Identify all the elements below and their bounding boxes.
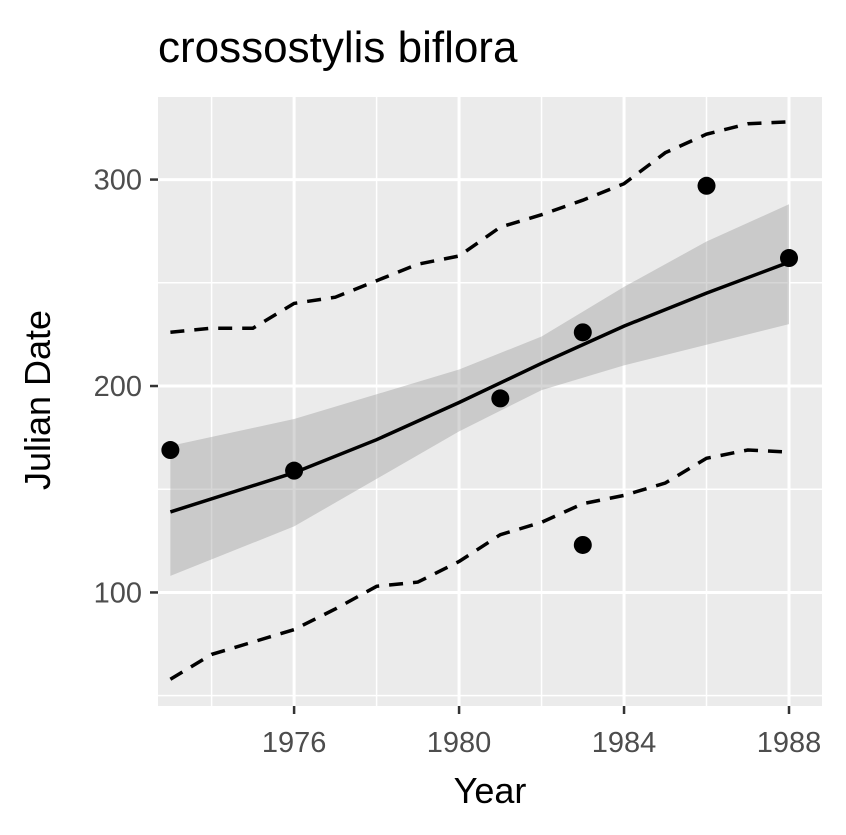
confidence-band: [170, 204, 789, 576]
data-point: [161, 441, 180, 460]
x-tick-label: 1988: [757, 727, 822, 759]
grid-minor: [158, 97, 822, 706]
chart-title: crossostylis biflora: [158, 23, 518, 72]
x-tick-label: 1984: [592, 727, 657, 759]
y-tick-label: 200: [94, 371, 142, 403]
grid-major: [158, 97, 822, 706]
y-tick-label: 100: [94, 577, 142, 609]
x-tick-label: 1980: [427, 727, 492, 759]
data-point: [780, 249, 799, 268]
fit-line: [169, 260, 790, 514]
y-axis-title: Julian Date: [17, 310, 58, 490]
data-point: [285, 461, 304, 480]
x-tick-label: 1976: [262, 727, 327, 759]
plot-panel: [158, 97, 822, 706]
data-point: [573, 323, 592, 342]
lower-quantile-line: [169, 448, 790, 681]
data-point: [491, 389, 510, 408]
y-tick-label: 300: [94, 165, 142, 197]
data-point: [573, 535, 592, 554]
x-axis: 1976 1980 1984 1988: [262, 706, 821, 759]
y-axis: 100 200 300: [94, 165, 158, 609]
upper-quantile-line: [170, 120, 790, 335]
data-points: [161, 176, 799, 554]
x-axis-title: Year: [454, 770, 527, 811]
data-point: [697, 176, 716, 195]
